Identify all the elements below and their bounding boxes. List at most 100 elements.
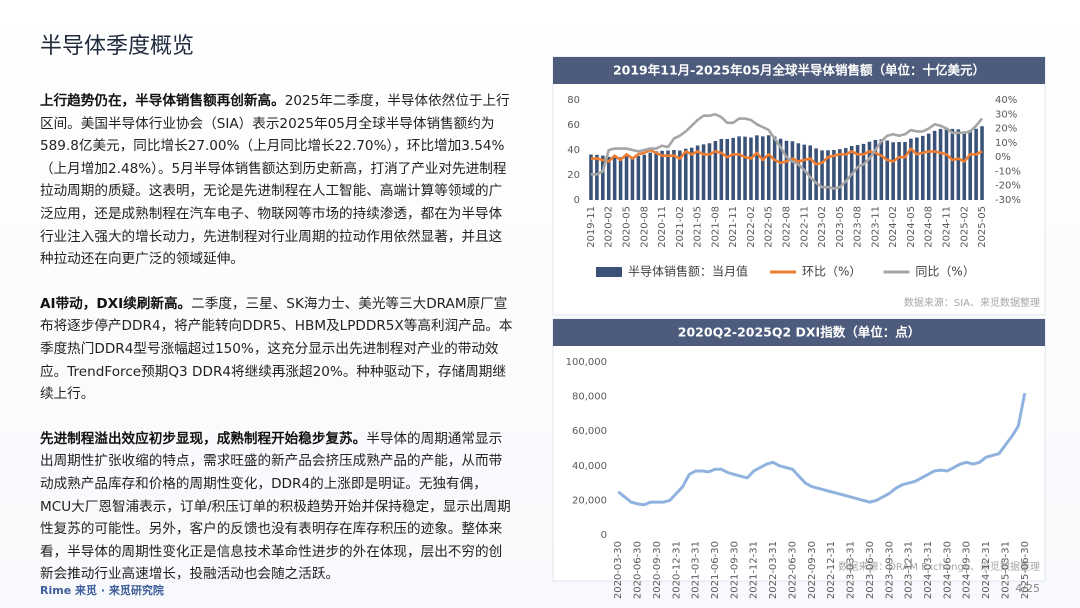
bar bbox=[772, 136, 777, 200]
x-tick-label: 2020-02 bbox=[604, 206, 615, 248]
x-tick-label: 2025-03-31 bbox=[1000, 541, 1011, 599]
y2-tick-label: 40% bbox=[995, 95, 1017, 106]
chart-source: 数据来源：DRAM Exchange、来觅数据整理 bbox=[838, 560, 1040, 573]
bar bbox=[820, 150, 824, 200]
page-number: 4/25 bbox=[1015, 582, 1040, 595]
line bbox=[590, 112, 984, 190]
x-tick-label: 2020-12-31 bbox=[671, 541, 682, 599]
paragraph: 上行趋势仍在，半导体销售额再创新高。2025年二季度，半导体依然位于上行区间。美… bbox=[40, 90, 514, 271]
bar bbox=[826, 150, 830, 200]
x-tick-label: 2021-09-30 bbox=[729, 541, 740, 599]
x-tick-label: 2024-11 bbox=[941, 206, 952, 248]
x-tick-label: 2020-03-30 bbox=[613, 541, 624, 599]
x-tick-label: 2020-08 bbox=[639, 206, 650, 248]
chart-header bbox=[553, 319, 1045, 346]
x-tick-label: 2021-05 bbox=[693, 206, 704, 248]
bar bbox=[974, 128, 978, 200]
bar bbox=[843, 148, 848, 200]
bar bbox=[944, 127, 949, 200]
y-tick-label: 100,000 bbox=[566, 357, 607, 368]
bar bbox=[743, 136, 747, 200]
y-tick-label: 80 bbox=[567, 95, 580, 106]
bar bbox=[660, 150, 664, 200]
bar bbox=[683, 148, 688, 200]
bar bbox=[666, 150, 670, 200]
x-tick-label: 2023-02 bbox=[817, 206, 828, 248]
footer-brand: Rime 来觅 · 来觅研究院 bbox=[40, 584, 164, 597]
bar bbox=[755, 135, 759, 200]
y-tick-label: 60 bbox=[567, 120, 580, 131]
bar bbox=[648, 152, 652, 200]
legend-label: 同比（%） bbox=[915, 265, 974, 279]
x-tick-label: 2020-09-30 bbox=[652, 541, 663, 599]
bar bbox=[909, 138, 913, 200]
line bbox=[617, 392, 1027, 507]
bar bbox=[725, 139, 730, 200]
y-tick-label: 20 bbox=[567, 170, 580, 181]
y2-tick-label: -10% bbox=[995, 166, 1021, 177]
x-tick-label: 2022-08 bbox=[782, 206, 793, 248]
y2-tick-label: -20% bbox=[995, 181, 1021, 192]
bar bbox=[808, 145, 812, 200]
y2-tick-label: -30% bbox=[995, 195, 1021, 206]
x-tick-label: 2024-08 bbox=[924, 206, 935, 248]
bar bbox=[778, 138, 783, 200]
bar bbox=[897, 142, 901, 200]
chart-panel bbox=[552, 318, 1046, 582]
bar bbox=[618, 157, 623, 200]
bar bbox=[589, 154, 593, 200]
x-tick-label: 2025-05 bbox=[977, 206, 988, 248]
bar bbox=[956, 129, 961, 200]
chart-title: 2019年11月-2025年05月全球半导体销售额（单位：十亿美元） bbox=[613, 63, 985, 78]
bar bbox=[921, 135, 925, 200]
bar bbox=[713, 141, 718, 200]
bar bbox=[695, 145, 700, 200]
bar bbox=[719, 139, 724, 200]
x-tick-label: 2021-08 bbox=[710, 206, 721, 248]
body-text: 上行趋势仍在，半导体销售额再创新高。2025年二季度，半导体依然位于上行区间。美… bbox=[40, 90, 514, 608]
x-tick-label: 2022-11 bbox=[799, 206, 810, 248]
y-tick-label: 20,000 bbox=[572, 495, 607, 506]
x-tick-label: 2022-12-31 bbox=[826, 541, 837, 599]
chart-header bbox=[553, 57, 1045, 84]
bar bbox=[601, 155, 605, 200]
paragraph: 先进制程溢出效应初步显现，成熟制程开始稳步复苏。半导体的周期通常显示出周期性扩张… bbox=[40, 428, 514, 586]
y2-tick-label: 10% bbox=[995, 138, 1017, 149]
bar bbox=[784, 140, 789, 200]
y-tick-label: 40 bbox=[567, 145, 580, 156]
bar bbox=[903, 142, 907, 200]
legend-label: 半导体销售额：当月值 bbox=[628, 264, 748, 279]
bar bbox=[873, 140, 878, 200]
bar bbox=[749, 137, 753, 200]
bar bbox=[654, 151, 658, 200]
y2-tick-label: 30% bbox=[995, 109, 1017, 120]
x-tick-label: 2022-06-30 bbox=[787, 541, 798, 599]
x-tick-label: 2023-03-31 bbox=[846, 541, 857, 599]
bar bbox=[606, 156, 611, 200]
y2-tick-label: 20% bbox=[995, 124, 1017, 135]
x-tick-label: 2020-06-30 bbox=[633, 541, 644, 599]
bar bbox=[802, 144, 807, 200]
x-tick-label: 2023-11 bbox=[870, 206, 881, 248]
x-tick-label: 2023-05 bbox=[835, 206, 846, 248]
paragraph-lead: 先进制程溢出效应初步显现，成熟制程开始稳步复苏。 bbox=[40, 430, 367, 447]
x-tick-label: 2020-11 bbox=[657, 206, 668, 248]
bar bbox=[838, 149, 842, 200]
y-tick-label: 0 bbox=[601, 530, 607, 541]
y-tick-label: 80,000 bbox=[572, 392, 607, 403]
x-tick-label: 2019-11 bbox=[586, 206, 597, 248]
bar bbox=[595, 154, 599, 200]
paragraph-lead: 上行趋势仍在，半导体销售额再创新高。 bbox=[40, 93, 285, 109]
x-tick-label: 2025-06-30 bbox=[1020, 541, 1031, 599]
bar bbox=[672, 150, 676, 200]
x-tick-label: 2022-09-30 bbox=[807, 541, 818, 599]
x-tick-label: 2023-06-30 bbox=[865, 541, 876, 599]
x-tick-label: 2024-06-30 bbox=[942, 541, 953, 599]
y-tick-label: 40,000 bbox=[572, 461, 607, 472]
bar bbox=[938, 128, 943, 200]
line bbox=[590, 147, 983, 166]
bar bbox=[630, 156, 635, 200]
bar bbox=[624, 156, 629, 200]
x-tick-label: 2021-06-30 bbox=[710, 541, 721, 599]
